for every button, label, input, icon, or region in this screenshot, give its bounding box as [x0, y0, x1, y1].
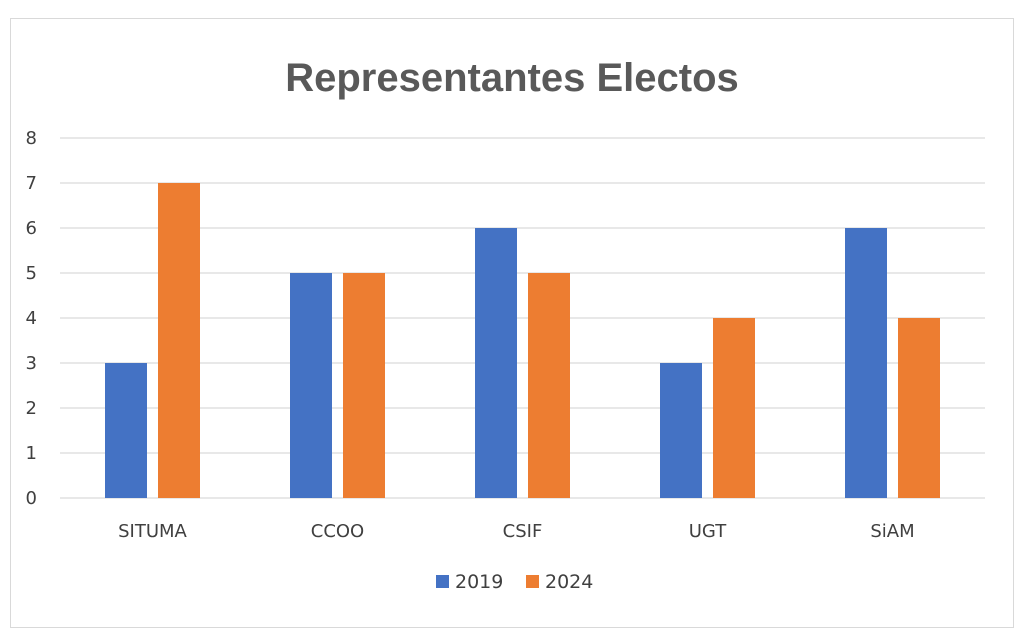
bars	[105, 183, 940, 498]
x-tick-label: SITUMA	[118, 521, 187, 542]
y-axis-ticks: 0 1 2 3 4 5 6 7 8	[26, 128, 37, 509]
y-tick-label: 4	[26, 308, 37, 329]
bar-csif-2024	[528, 273, 570, 498]
legend: 2019 2024	[436, 571, 593, 593]
bar-ugt-2024	[713, 318, 755, 498]
y-tick-label: 2	[26, 398, 37, 419]
y-tick-label: 8	[26, 128, 37, 149]
legend-label: 2019	[455, 571, 503, 593]
x-axis-ticks: SITUMA CCOO CSIF UGT SiAM	[118, 521, 915, 542]
bar-situma-2024	[158, 183, 200, 498]
legend-label: 2024	[545, 571, 593, 593]
y-tick-label: 3	[26, 353, 37, 374]
y-tick-label: 0	[26, 488, 37, 509]
y-tick-label: 1	[26, 443, 37, 464]
x-tick-label: CCOO	[311, 521, 364, 542]
y-tick-label: 7	[26, 173, 37, 194]
gridlines	[60, 137, 985, 499]
x-tick-label: SiAM	[870, 521, 914, 542]
bar-situma-2019	[105, 363, 147, 498]
bar-siam-2024	[898, 318, 940, 498]
legend-swatch-2019	[436, 575, 449, 588]
bar-ccoo-2019	[290, 273, 332, 498]
y-tick-label: 5	[26, 263, 37, 284]
bar-ugt-2019	[660, 363, 702, 498]
bar-ccoo-2024	[343, 273, 385, 498]
bar-csif-2019	[475, 228, 517, 498]
legend-swatch-2024	[526, 575, 539, 588]
bar-siam-2019	[845, 228, 887, 498]
x-tick-label: UGT	[689, 521, 727, 542]
x-tick-label: CSIF	[503, 521, 543, 542]
chart-title: Representantes Electos	[285, 56, 739, 100]
y-tick-label: 6	[26, 218, 37, 239]
